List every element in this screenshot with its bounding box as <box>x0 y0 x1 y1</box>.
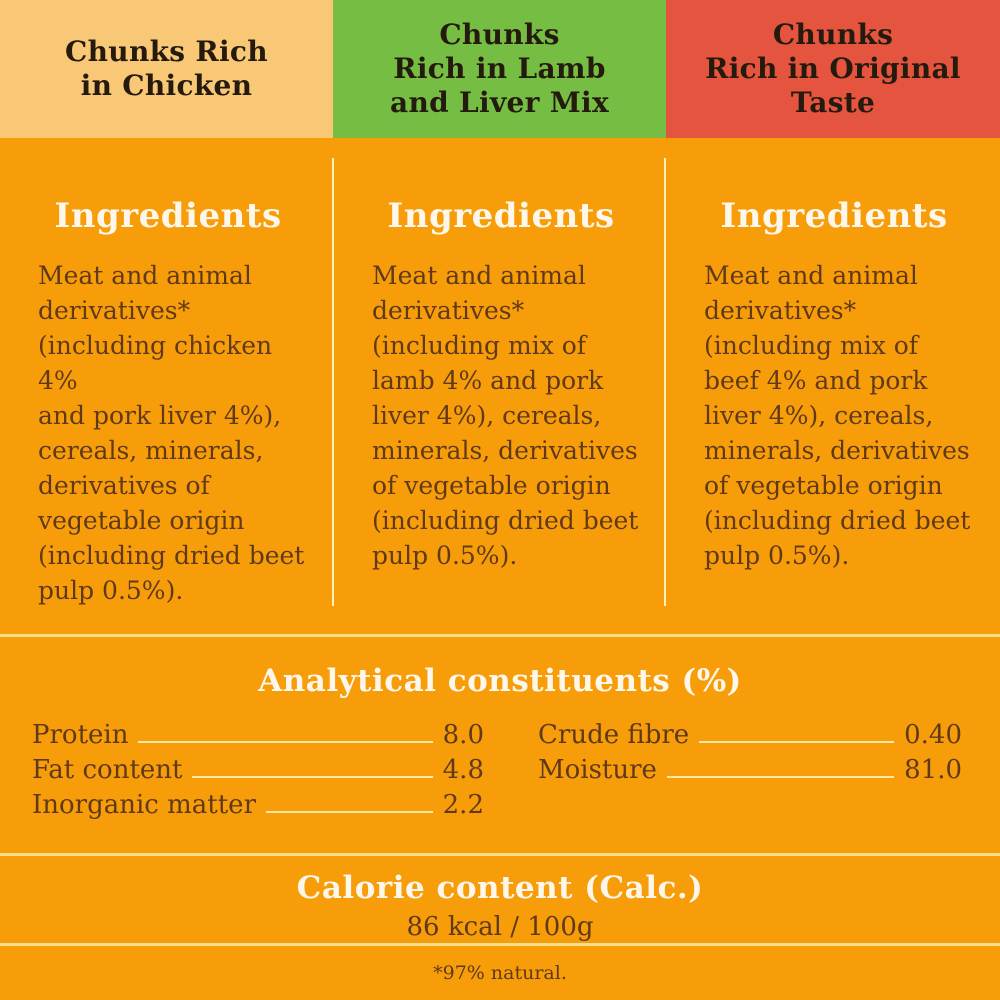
flavor-header-band: Chunks Rich in Chicken Chunks Rich in La… <box>0 0 1000 138</box>
natural-note: *97% natural. <box>433 962 567 984</box>
table-row: Protein 8.0 <box>32 717 484 752</box>
calorie-content-section: Calorie content (Calc.) 86 kcal / 100g <box>0 856 1000 943</box>
flavor-header-lamb-liver-label: Chunks Rich in Lamb and Liver Mix <box>390 17 609 120</box>
ingredients-column-lamb-liver: Ingredients Meat and animal derivatives*… <box>334 138 664 634</box>
calorie-heading: Calorie content (Calc.) <box>296 870 704 906</box>
analytical-table-left-column: Protein 8.0 Fat content 4.8 Inorganic ma… <box>32 717 484 822</box>
ingredients-text-original: Meat and animal derivatives* (including … <box>704 261 971 570</box>
analytical-constituents-section: Analytical constituents (%) Protein 8.0 … <box>0 637 1000 853</box>
ingredients-heading: Ingredients <box>720 196 948 236</box>
leader-line <box>699 727 895 743</box>
column-divider <box>664 158 666 606</box>
flavor-header-chicken: Chunks Rich in Chicken <box>0 0 333 138</box>
table-row: Crude fibre 0.40 <box>538 717 962 752</box>
ingredients-section: Ingredients Meat and animal derivatives*… <box>0 138 1000 634</box>
table-row: Moisture 81.0 <box>538 752 962 787</box>
leader-line <box>266 797 433 813</box>
leader-line <box>666 762 895 778</box>
section-divider <box>0 943 1000 946</box>
analytical-heading: Analytical constituents (%) <box>258 663 742 699</box>
leader-line <box>138 727 433 743</box>
footer-note-bar: *97% natural. <box>0 946 1000 1000</box>
analytical-table-right-column: Crude fibre 0.40 Moisture 81.0 <box>538 717 962 822</box>
row-label: Moisture <box>538 754 657 785</box>
ingredients-text-lamb-liver: Meat and animal derivatives* (including … <box>372 261 639 570</box>
row-value: 81.0 <box>904 754 962 785</box>
row-value: 0.40 <box>904 719 962 750</box>
row-label: Crude fibre <box>538 719 690 750</box>
ingredients-text-chicken: Meat and animal derivatives* (including … <box>38 261 305 605</box>
ingredients-heading: Ingredients <box>387 196 615 236</box>
flavor-header-chicken-label: Chunks Rich in Chicken <box>65 34 268 102</box>
row-label: Fat content <box>32 754 183 785</box>
section-divider <box>0 853 1000 856</box>
row-value: 4.8 <box>442 754 484 785</box>
flavor-header-original: Chunks Rich in Original Taste <box>666 0 1000 138</box>
column-divider <box>332 158 334 606</box>
section-divider <box>0 634 1000 637</box>
row-label: Inorganic matter <box>32 789 256 820</box>
ingredients-column-original: Ingredients Meat and animal derivatives*… <box>666 138 998 634</box>
calorie-value: 86 kcal / 100g <box>406 912 594 942</box>
flavor-header-original-label: Chunks Rich in Original Taste <box>705 17 961 120</box>
table-row: Fat content 4.8 <box>32 752 484 787</box>
table-row: Inorganic matter 2.2 <box>32 787 484 822</box>
row-value: 8.0 <box>442 719 484 750</box>
ingredients-heading: Ingredients <box>54 196 282 236</box>
leader-line <box>192 762 433 778</box>
row-label: Protein <box>32 719 129 750</box>
analytical-table: Protein 8.0 Fat content 4.8 Inorganic ma… <box>0 717 1000 822</box>
flavor-header-lamb-liver: Chunks Rich in Lamb and Liver Mix <box>333 0 666 138</box>
ingredients-column-chicken: Ingredients Meat and animal derivatives*… <box>0 138 332 634</box>
row-value: 2.2 <box>442 789 484 820</box>
